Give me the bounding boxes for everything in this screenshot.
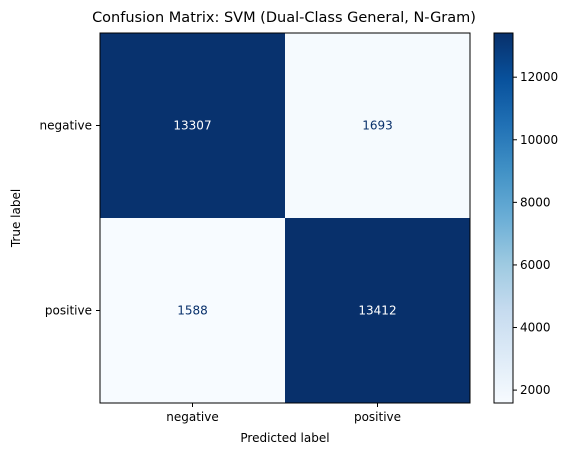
plot-frame bbox=[99, 32, 471, 404]
heatmap-cells: 13307 1693 1588 13412 bbox=[100, 33, 470, 403]
cell-value-label: 1588 bbox=[177, 304, 208, 318]
y-tick-label: positive bbox=[45, 304, 92, 318]
colorbar-tick-label: 8000 bbox=[520, 195, 551, 209]
colorbar-ticks: 2000 4000 6000 8000 10000 12000 bbox=[513, 70, 558, 397]
y-tick-label: negative bbox=[40, 119, 92, 133]
chart-title: Confusion Matrix: SVM (Dual-Class Genera… bbox=[92, 10, 476, 26]
cell-value-label: 1693 bbox=[362, 119, 393, 133]
y-axis-label: True label bbox=[9, 189, 23, 248]
cell-value-label: 13412 bbox=[358, 304, 396, 318]
x-tick-label: positive bbox=[354, 410, 401, 424]
colorbar bbox=[493, 32, 514, 404]
heatmap-cell bbox=[285, 218, 470, 403]
x-axis-label: Predicted label bbox=[240, 431, 329, 445]
heatmap-cell bbox=[285, 33, 470, 218]
y-tick-labels: negative positive bbox=[40, 119, 100, 318]
colorbar-tick-label: 10000 bbox=[520, 133, 558, 147]
x-tick-labels: negative positive bbox=[166, 403, 401, 424]
colorbar-tick-label: 6000 bbox=[520, 258, 551, 272]
heatmap-cell bbox=[100, 218, 285, 403]
colorbar-tick-label: 4000 bbox=[520, 321, 551, 335]
x-tick-label: negative bbox=[166, 410, 218, 424]
colorbar-tick-label: 12000 bbox=[520, 70, 558, 84]
colorbar-tick-label: 2000 bbox=[520, 383, 551, 397]
heatmap-cell bbox=[100, 33, 285, 218]
cell-value-label: 13307 bbox=[173, 119, 211, 133]
